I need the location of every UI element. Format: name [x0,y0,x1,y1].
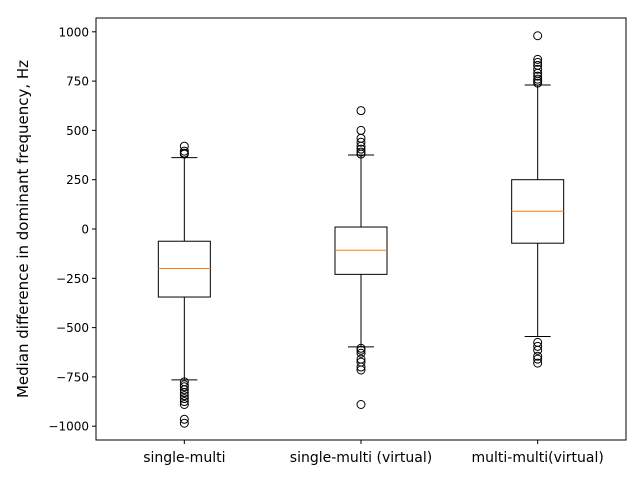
axes: −1000 −750 −500 −250 0 250 500 750 1000 single-mu… [48,25,603,466]
box-group [157,141,211,428]
y-tick-label: 0 [81,223,89,237]
outlier-point [179,394,189,404]
outlier-point [356,345,366,355]
y-tick-label: −1000 [48,420,89,434]
outlier-point [356,400,366,410]
iqr-box [157,240,211,298]
box-group [334,106,388,410]
x-tick-label: multi-multi(virtual) [472,450,604,466]
x-tick-label: single-multi [143,450,225,466]
y-tick-label: −250 [56,272,89,286]
outlier-point [356,362,366,372]
x-tick-label: single-multi (virtual) [290,450,432,466]
y-tick-label: 250 [66,173,89,187]
outlier-point [179,388,189,398]
outlier-point [533,57,543,67]
outlier-point [533,345,543,355]
outlier-point [356,137,366,147]
outlier-point [533,54,543,64]
outlier-point [356,106,366,116]
outlier-point [533,71,543,81]
box-group [511,31,565,368]
outlier-point [179,385,189,395]
outlier-point [533,64,543,74]
outlier-point [533,31,543,41]
outlier-point [533,351,543,361]
y-axis-label: Median difference in dominant frequency,… [14,60,32,398]
y-tick-label: 1000 [58,25,89,39]
plot-area [157,31,565,428]
outlier-point [533,354,543,364]
outlier-point [179,149,189,159]
outlier-point [179,397,189,407]
y-tick-label: 500 [66,124,89,138]
y-tick-label: −750 [56,370,89,384]
outlier-point [179,391,189,401]
outlier-point [179,382,189,392]
outlier-point [356,365,366,375]
outlier-point [533,358,543,368]
outlier-point [179,418,189,428]
y-tick-label: 750 [66,75,89,89]
outlier-point [533,341,543,351]
outlier-point [356,149,366,159]
y-tick-label: −500 [56,321,89,335]
outlier-point [356,348,366,358]
outlier-point [179,400,189,410]
outlier-point [179,414,189,424]
outlier-point [533,78,543,88]
outlier-point [356,144,366,154]
